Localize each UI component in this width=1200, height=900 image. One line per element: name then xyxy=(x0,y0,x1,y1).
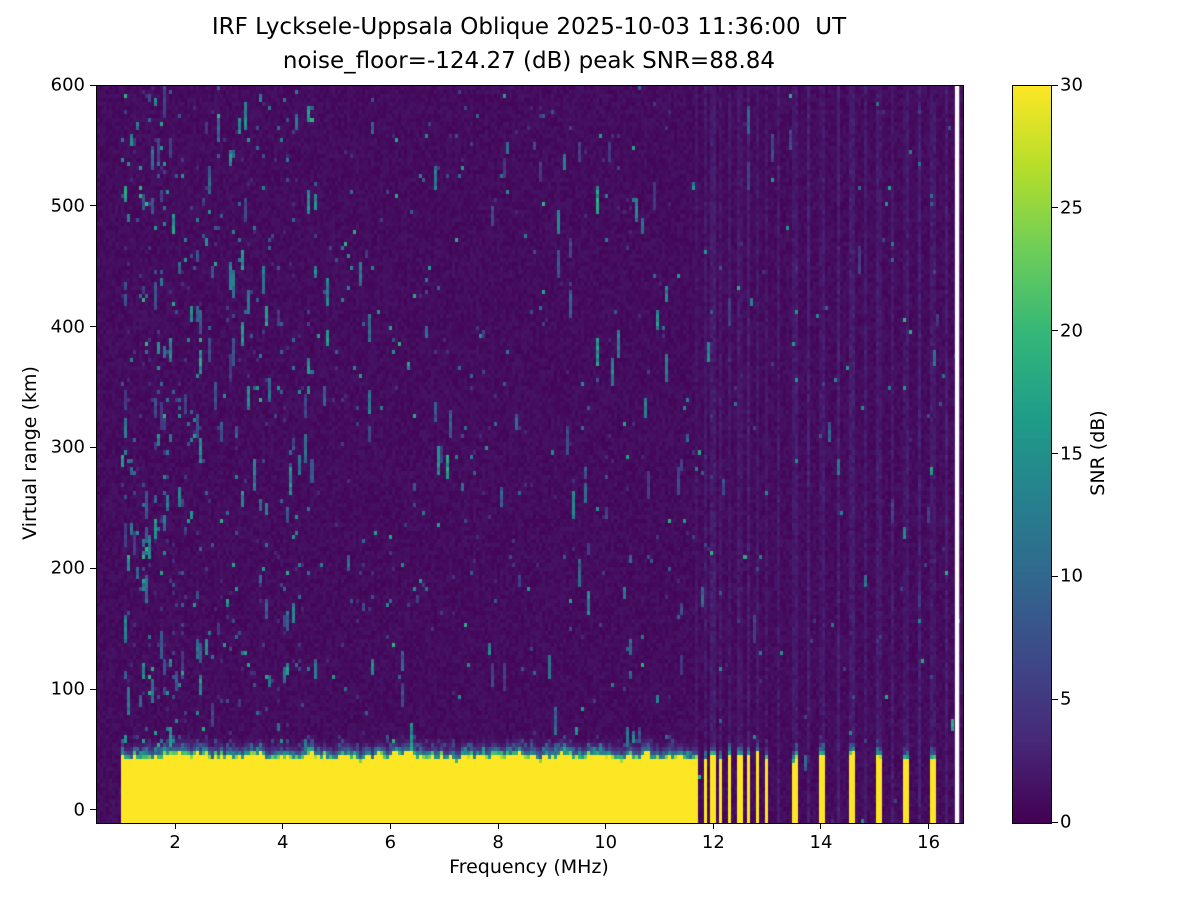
x-tick-label: 4 xyxy=(277,832,289,853)
y-tick-mark xyxy=(90,567,96,569)
y-tick-mark xyxy=(90,326,96,328)
x-tick-label: 2 xyxy=(169,832,181,853)
colorbar-tick-mark xyxy=(1052,207,1058,209)
colorbar-tick-mark xyxy=(1052,453,1058,454)
colorbar-tick-label: 10 xyxy=(1060,565,1083,587)
y-tick-mark xyxy=(90,84,96,86)
y-tick-label: 500 xyxy=(50,195,85,217)
x-tick-label: 8 xyxy=(492,832,504,853)
chart-title-line2: noise_floor=-124.27 (dB) peak SNR=88.84 xyxy=(282,48,776,74)
y-tick-label: 400 xyxy=(50,316,85,338)
x-tick-label: 6 xyxy=(384,832,397,853)
x-tick-label: 10 xyxy=(594,832,618,853)
colorbar-gradient xyxy=(1012,85,1052,824)
colorbar-tick-mark xyxy=(1052,330,1058,332)
x-tick-mark xyxy=(497,823,499,829)
ionogram-heatmap xyxy=(96,85,964,824)
colorbar-tick-label: 15 xyxy=(1060,443,1083,464)
colorbar-tick-label: 5 xyxy=(1060,688,1072,710)
colorbar-tick-mark xyxy=(1052,84,1058,86)
y-tick-mark xyxy=(90,446,96,448)
colorbar-tick-mark xyxy=(1052,821,1058,823)
x-axis-label: Frequency (MHz) xyxy=(449,856,609,878)
colorbar-tick-label: 30 xyxy=(1060,74,1083,96)
colorbar-tick-label: 0 xyxy=(1060,811,1072,833)
colorbar-tick-mark xyxy=(1052,698,1058,700)
colorbar-tick-label: 25 xyxy=(1060,197,1083,219)
y-tick-label: 100 xyxy=(50,678,85,700)
chart-title-line1: IRF Lycksele-Uppsala Oblique 2025-10-03 … xyxy=(211,14,847,40)
y-axis-label: Virtual range (km) xyxy=(19,366,41,540)
x-tick-mark xyxy=(174,823,176,829)
y-tick-label: 600 xyxy=(50,74,85,96)
chart-title: IRF Lycksele-Uppsala Oblique 2025-10-03 … xyxy=(96,10,962,78)
x-tick-mark xyxy=(389,823,391,829)
x-tick-label: 14 xyxy=(809,832,833,853)
x-tick-mark xyxy=(712,823,714,829)
colorbar-tick-mark xyxy=(1052,575,1058,577)
x-tick-label: 16 xyxy=(917,832,941,853)
y-tick-mark xyxy=(90,688,96,690)
y-tick-label: 300 xyxy=(50,436,85,458)
x-tick-label: 12 xyxy=(701,832,725,853)
colorbar-tick-label: 20 xyxy=(1060,320,1083,342)
y-tick-mark xyxy=(90,809,96,811)
x-tick-mark xyxy=(928,823,930,829)
y-tick-label: 200 xyxy=(50,557,85,579)
colorbar-label: SNR (dB) xyxy=(1087,410,1109,496)
x-tick-mark xyxy=(820,823,822,829)
y-tick-label: 0 xyxy=(73,799,85,821)
y-tick-mark xyxy=(90,205,96,207)
x-tick-mark xyxy=(282,823,284,829)
x-tick-mark xyxy=(605,823,607,829)
